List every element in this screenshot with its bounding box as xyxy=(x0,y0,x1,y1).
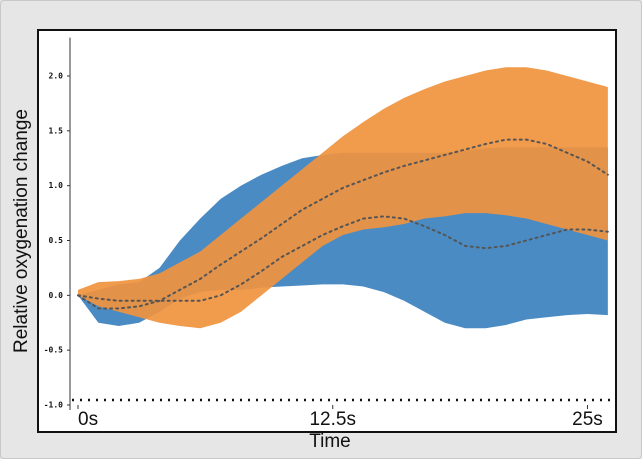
y-tick-label: 1.5 xyxy=(49,126,64,135)
y-tick-label: 0.0 xyxy=(49,291,64,300)
x-tick-label: 25s xyxy=(572,409,603,430)
x-tick-label: 12.5s xyxy=(309,409,355,430)
y-tick-label: -0.5 xyxy=(44,346,63,355)
y-tick-label: 0.5 xyxy=(49,236,64,245)
y-tick-label: -1.0 xyxy=(44,401,63,410)
x-tick-label: 0s xyxy=(78,409,98,430)
mean-line xyxy=(77,215,609,302)
plot-area xyxy=(77,67,609,329)
x-axis-label: Time xyxy=(309,431,351,452)
y-axis-label: Relative oxygenation change xyxy=(11,109,32,353)
mean-line xyxy=(77,138,609,310)
y-tick-label: 2.0 xyxy=(49,71,64,80)
y-tick-label: 1.0 xyxy=(49,181,64,190)
band-area xyxy=(78,67,608,329)
